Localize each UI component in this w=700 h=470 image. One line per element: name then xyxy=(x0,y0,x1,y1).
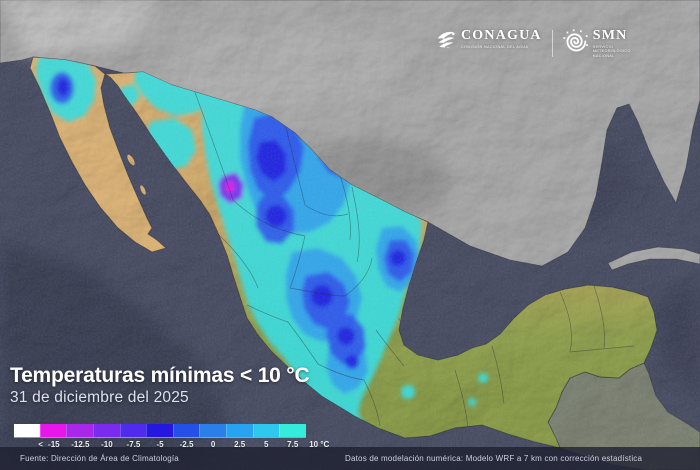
conagua-eagle-icon xyxy=(437,31,455,49)
smn-wordmark: SMN xyxy=(592,28,628,43)
legend-tick: 10 °C xyxy=(309,440,330,449)
legend-segment xyxy=(92,424,120,437)
smn-subtitle-line: NACIONAL xyxy=(592,53,615,58)
legend-segment xyxy=(119,424,147,437)
legend-segment xyxy=(66,424,93,437)
legend-tick: < xyxy=(38,440,43,449)
legend-segment xyxy=(14,424,40,437)
legend-segment xyxy=(199,424,227,437)
smn-spiral-icon xyxy=(563,29,588,52)
map-date: 31 de diciembre del 2025 xyxy=(10,389,189,406)
legend-tick: -15 xyxy=(48,440,60,449)
legend-color-bar xyxy=(14,424,307,438)
legend-tick: 2.5 xyxy=(234,440,246,449)
conagua-logo: CONAGUA COMISIÓN NACIONAL DEL AGUA xyxy=(436,29,542,53)
smn-subtitle-line: SERVICIO xyxy=(592,45,614,49)
legend-ticks: < -15 -12.5 -10 -7.5 -5 -2.5 0 2.5 5 7.5 10 °C xyxy=(14,440,329,451)
footer-bar: Fuente: Dirección de Área de Climatologí… xyxy=(0,447,700,470)
logo-divider xyxy=(551,30,553,57)
legend-tick: 7.5 xyxy=(287,440,299,449)
footer-source: Fuente: Dirección de Área de Climatologí… xyxy=(20,454,179,463)
smn-logo: SMN SERVICIO METEOROLÓGICO NACIONAL xyxy=(563,29,631,58)
temperature-legend: < -15 -12.5 -10 -7.5 -5 -2.5 0 2.5 5 7.5 10 °C xyxy=(14,424,329,451)
legend-segment xyxy=(39,424,67,437)
legend-segment xyxy=(252,424,280,437)
legend-segment xyxy=(226,424,253,437)
footer-model-note: Datos de modelación numérica: Modelo WRF… xyxy=(345,454,643,463)
legend-tick: 5 xyxy=(263,440,269,449)
title-block: Temperaturas mínimas < 10 °C 31 de dicie… xyxy=(10,364,310,407)
legend-tick: -10 xyxy=(101,440,113,449)
legend-segment xyxy=(279,424,307,437)
smn-subtitle-line: METEOROLÓGICO xyxy=(592,49,631,54)
legend-tick: -12.5 xyxy=(71,440,90,449)
conagua-wordmark: CONAGUA xyxy=(461,28,542,43)
legend-tick: -5 xyxy=(156,440,164,449)
legend-segment xyxy=(146,424,173,437)
legend-tick: 0 xyxy=(210,440,216,449)
map-title: Temperaturas mínimas < 10 °C xyxy=(10,364,310,387)
header-logos: CONAGUA COMISIÓN NACIONAL DEL AGUA SMN xyxy=(436,29,631,58)
smn-subtitle: SERVICIO METEOROLÓGICO NACIONAL xyxy=(593,45,631,58)
legend-tick: -7.5 xyxy=(126,440,141,449)
legend-tick: -2.5 xyxy=(179,440,194,449)
conagua-subtitle: COMISIÓN NACIONAL DEL AGUA xyxy=(461,45,529,49)
legend-segment xyxy=(172,424,200,437)
